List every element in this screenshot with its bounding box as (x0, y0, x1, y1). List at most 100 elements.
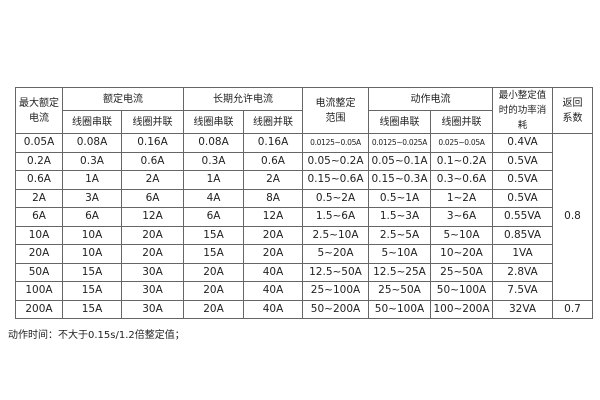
header-operating-current: 动作电流 (368, 87, 493, 111)
table-cell: 15A (183, 244, 244, 264)
header-return-coef: 返回系数 (552, 87, 593, 134)
table-cell: 0.1~0.2A (430, 151, 493, 171)
table-cell: 6A (15, 207, 63, 227)
table-cell: 0.15~0.6A (302, 170, 369, 190)
table-cell: 0.025~0.05A (430, 133, 493, 153)
table-cell: 0.08A (183, 133, 244, 153)
table-cell: 50~100A (368, 299, 431, 319)
table-cell: 8A (243, 188, 303, 208)
header-max-rated-current: 最大额定电流 (15, 87, 63, 134)
return-coef-cell: 0.8 (552, 133, 593, 301)
table-cell: 0.55VA (492, 207, 553, 227)
table-cell: 25~50A (430, 262, 493, 282)
table-cell: 40A (243, 281, 303, 301)
table-cell: 0.05A (15, 133, 63, 153)
table-row: 200A 15A 30A 20A 40A 50~200A 50~100A 100~200A 32… (15, 299, 593, 319)
table-cell: 0.6A (15, 170, 63, 190)
table-cell: 0.6A (121, 151, 184, 171)
table-cell: 10~20A (430, 244, 493, 264)
table-cell: 20A (243, 225, 303, 245)
header-long-series: 线圈串联 (183, 110, 244, 134)
header-rated-current: 额定电流 (62, 87, 184, 111)
table-cell: 20A (183, 262, 244, 282)
table-cell: 0.0125~0.05A (302, 133, 369, 153)
table-cell: 200A (15, 299, 63, 319)
table-cell: 1.5~6A (302, 207, 369, 227)
table-cell: 0.6A (243, 151, 303, 171)
table-cell: 0.15~0.3A (368, 170, 431, 190)
table-cell: 3A (62, 188, 122, 208)
table-cell: 0.5VA (492, 151, 553, 171)
table-cell: 0.5~1A (368, 188, 431, 208)
table-cell: 2.8VA (492, 262, 553, 282)
table-row: 0.2A 0.3A 0.6A 0.3A 0.6A 0.05~0.2A 0.05~0.1A 0.… (15, 151, 593, 171)
table-cell: 1~2A (430, 188, 493, 208)
table-row: 20A 10A 20A 15A 20A 5~20A 5~10A 10~20A 1VA (15, 244, 593, 264)
table-cell: 12A (243, 207, 303, 227)
table-cell: 20A (183, 299, 244, 319)
table-cell: 12A (121, 207, 184, 227)
table-cell: 0.5VA (492, 188, 553, 208)
table-cell: 30A (121, 262, 184, 282)
table-cell: 20A (243, 244, 303, 264)
table-cell: 0.85VA (492, 225, 553, 245)
table-cell: 3~6A (430, 207, 493, 227)
header-rated-parallel: 线圈并联 (121, 110, 184, 134)
header-min-power: 最小整定值时的功率消耗 (492, 87, 553, 134)
table-cell: 32VA (492, 299, 553, 319)
table-row: 6A 6A 12A 6A 12A 1.5~6A 1.5~3A 3~6A 0.55VA (15, 207, 593, 227)
table-cell: 12.5~25A (368, 262, 431, 282)
table-row: 2A 3A 6A 4A 8A 0.5~2A 0.5~1A 1~2A 0.5VA (15, 188, 593, 208)
table-cell: 40A (243, 299, 303, 319)
table-cell: 2.5~10A (302, 225, 369, 245)
table-cell: 0.3A (62, 151, 122, 171)
table-cell: 1A (62, 170, 122, 190)
table-cell: 50~200A (302, 299, 369, 319)
table-row: 0.6A 1A 2A 1A 2A 0.15~0.6A 0.15~0.3A 0.3~0.6A 0.… (15, 170, 593, 190)
table-cell: 15A (62, 262, 122, 282)
table-cell: 0.05~0.2A (302, 151, 369, 171)
header-long-term-current: 长期允许电流 (183, 87, 303, 111)
table-cell: 1A (183, 170, 244, 190)
table-cell: 0.16A (121, 133, 184, 153)
header-op-series: 线圈串联 (368, 110, 431, 134)
table-cell: 100~200A (430, 299, 493, 319)
table-cell: 0.0125~0.025A (368, 133, 431, 153)
table-row: 100A 15A 30A 20A 40A 25~100A 25~50A 50~100A 7.5V… (15, 281, 593, 301)
footnote: 动作时间：不大于0.15s/1.2倍整定值； (8, 330, 185, 341)
table-cell: 10A (62, 244, 122, 264)
table-cell: 1.5~3A (368, 207, 431, 227)
table-cell: 2A (243, 170, 303, 190)
table-cell: 30A (121, 281, 184, 301)
table-cell: 0.3~0.6A (430, 170, 493, 190)
table-cell: 2.5~5A (368, 225, 431, 245)
table-cell: 10A (62, 225, 122, 245)
table-cell: 5~10A (430, 225, 493, 245)
table-row: 50A 15A 30A 20A 40A 12.5~50A 12.5~25A 25~50A 2.8… (15, 262, 593, 282)
table-row: 0.05A 0.08A 0.16A 0.08A 0.16A 0.0125~0.05A 0.0… (15, 133, 593, 301)
table-cell: 5~10A (368, 244, 431, 264)
table-cell: 20A (183, 281, 244, 301)
table-cell: 0.08A (62, 133, 122, 153)
table-row: 10A 10A 20A 15A 20A 2.5~10A 2.5~5A 5~10A 0.85VA (15, 225, 593, 245)
table-cell: 6A (121, 188, 184, 208)
return-coef-cell: 0.7 (552, 299, 593, 319)
table-cell: 20A (15, 244, 63, 264)
table-cell: 1VA (492, 244, 553, 264)
table-cell: 25~50A (368, 281, 431, 301)
table-cell: 0.2A (15, 151, 63, 171)
table-cell: 30A (121, 299, 184, 319)
table-cell: 15A (183, 225, 244, 245)
header-rated-series: 线圈串联 (62, 110, 122, 134)
table-cell: 4A (183, 188, 244, 208)
table-cell: 25~100A (302, 281, 369, 301)
table-cell: 50A (15, 262, 63, 282)
table-cell: 0.5VA (492, 170, 553, 190)
table-cell: 0.05~0.1A (368, 151, 431, 171)
table-cell: 6A (62, 207, 122, 227)
table-cell: 15A (62, 281, 122, 301)
table-cell: 5~20A (302, 244, 369, 264)
header-setting-range: 电流整定范围 (302, 87, 369, 134)
table-cell: 0.16A (243, 133, 303, 153)
table-cell: 12.5~50A (302, 262, 369, 282)
